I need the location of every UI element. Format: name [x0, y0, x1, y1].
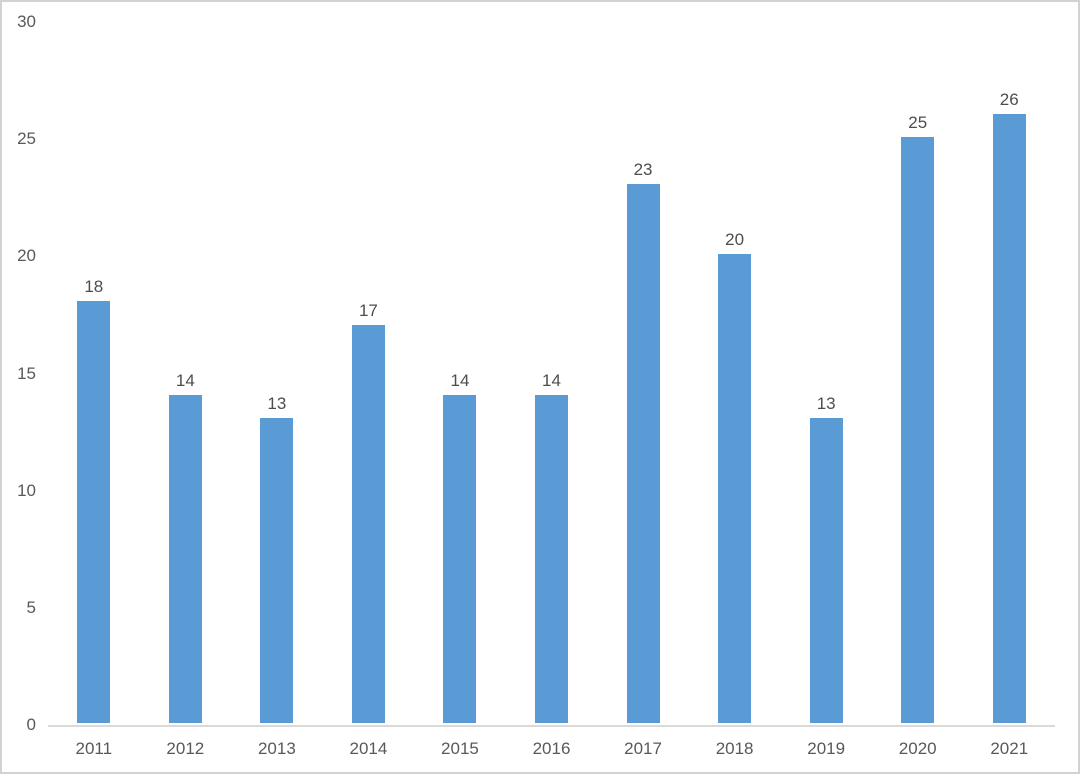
bar-group-2016: 14: [506, 22, 598, 723]
y-tick-label: 5: [26, 597, 36, 617]
bar-group-2017: 23: [597, 22, 689, 723]
bar-2014: [351, 324, 385, 723]
bar-2016: [535, 394, 568, 723]
bar-2021: [992, 113, 1026, 723]
bar-2011: [77, 301, 111, 723]
y-tick-label: 25: [17, 129, 36, 149]
y-tick-label: 20: [17, 246, 36, 266]
bar-2019: [809, 418, 843, 723]
x-tick-label: 2017: [624, 739, 662, 758]
bar-2017: [626, 184, 660, 723]
bar-group-2020: 25: [872, 22, 964, 723]
bar-value-label: 13: [816, 394, 836, 414]
y-axis: 0 5 10 15 20 25 30: [2, 12, 42, 734]
y-tick-label: 10: [17, 480, 36, 500]
y-tick-label: 30: [17, 12, 36, 31]
x-tick-label: 2018: [715, 739, 754, 758]
bar-2020: [901, 137, 935, 723]
x-tick-label: 2016: [532, 739, 571, 758]
x-axis-line: [48, 725, 1055, 727]
bar-group-2018: 20: [689, 22, 781, 723]
x-tick-label: 2013: [257, 739, 296, 758]
bar-2015: [443, 394, 477, 723]
x-tick-label: 2019: [807, 739, 846, 758]
x-tick-label: 2020: [898, 739, 937, 758]
y-tick-label: 15: [17, 363, 36, 383]
bar-2018: [718, 254, 752, 723]
plot-area: 18 14 13 17 14 14 23 20 13 25 26: [48, 22, 1055, 723]
bar-value-label: 25: [908, 113, 928, 133]
bar-group-2021: 26: [963, 22, 1055, 723]
x-tick-label: 2015: [441, 739, 479, 758]
y-tick-label: 0: [26, 715, 36, 734]
bar-value-label: 13: [267, 394, 287, 414]
bar-value-label: 14: [542, 370, 561, 390]
bar-value-label: 20: [725, 230, 745, 250]
bar-2012: [168, 394, 202, 723]
bar-value-label: 17: [358, 300, 378, 320]
x-tick-label: 2021: [990, 739, 1029, 758]
x-tick-label: 2011: [75, 739, 113, 758]
bar-group-2011: 18: [48, 22, 140, 723]
bar-value-label: 18: [84, 277, 104, 297]
x-axis-labels: 2011 2012 2013 2014 2015 2016 2017 2018 2019 2020…: [48, 739, 1055, 759]
bar-group-2014: 17: [323, 22, 415, 723]
bar-value-label: 23: [633, 160, 653, 180]
x-tick-label: 2014: [349, 739, 388, 758]
bar-value-label: 14: [450, 370, 470, 390]
bar-group-2015: 14: [414, 22, 506, 723]
bar-2013: [260, 418, 294, 723]
bar-value-label: 14: [175, 370, 195, 390]
bar-group-2013: 13: [231, 22, 323, 723]
bar-group-2019: 13: [780, 22, 872, 723]
bar-group-2012: 14: [140, 22, 232, 723]
bar-value-label: 26: [999, 89, 1019, 109]
x-tick-label: 2012: [166, 739, 205, 758]
